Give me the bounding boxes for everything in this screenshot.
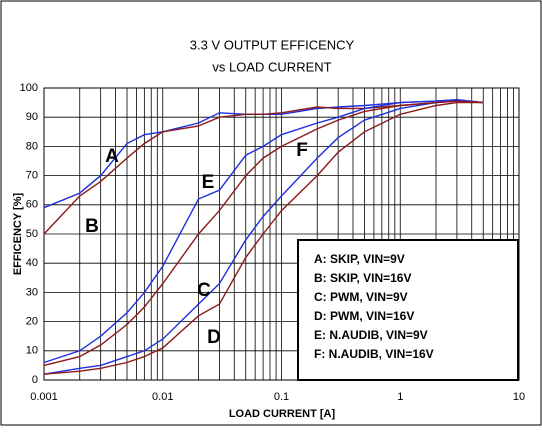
series-line: [43, 100, 484, 375]
x-tick-label: 0.01: [152, 391, 173, 403]
y-tick-label: 20: [26, 316, 38, 328]
y-tick-label: 100: [20, 82, 38, 94]
series-line: [43, 101, 484, 375]
annotation: A: [105, 146, 119, 167]
x-axis-label: LOAD CURRENT [A]: [229, 408, 336, 420]
y-tick-label: 30: [26, 286, 38, 298]
y-tick-label: 70: [26, 170, 38, 182]
x-tick-label: 1: [397, 391, 403, 403]
series-line: [43, 100, 484, 367]
legend-entry: D: PWM, VIN=16V: [314, 309, 414, 323]
y-tick-label: 80: [26, 140, 38, 152]
annotation: C: [197, 280, 211, 301]
legend-entry: C: PWM, VIN=9V: [314, 290, 408, 304]
annotation: F: [296, 140, 308, 161]
annotation: D: [207, 327, 221, 348]
y-tick-label: 0: [32, 374, 38, 386]
y-tick-label: 50: [26, 228, 38, 240]
chart-title: 3.3 V OUTPUT EFFICENCY: [190, 37, 355, 52]
series-line: [43, 98, 484, 364]
y-tick-label: 40: [26, 257, 38, 269]
x-tick-label: 0.1: [274, 391, 289, 403]
x-tick-label: 10: [513, 391, 525, 403]
legend-entry: A: SKIP, VIN=9V: [314, 252, 405, 266]
legend-box: [297, 239, 519, 381]
y-tick-label: 60: [26, 199, 38, 211]
y-tick-label: 10: [26, 345, 38, 357]
annotation: B: [85, 216, 99, 237]
y-tick-label: 90: [26, 111, 38, 123]
y-axis-label: EFFICENCY [%]: [12, 193, 24, 276]
legend-entry: F: N.AUDIB, VIN=16V: [314, 347, 434, 361]
legend-entry: B: SKIP, VIN=16V: [314, 271, 412, 285]
legend-entry: E: N.AUDIB, VIN=9V: [314, 328, 428, 342]
chart-subtitle: vs LOAD CURRENT: [212, 59, 331, 74]
annotation: E: [202, 172, 215, 193]
x-tick-label: 0.001: [30, 391, 58, 403]
